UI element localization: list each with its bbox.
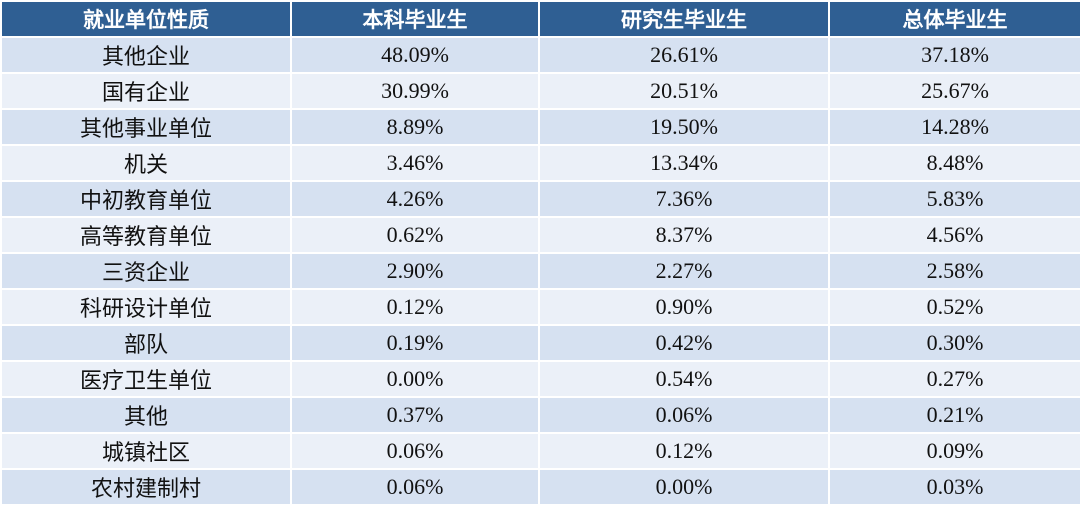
- cell: 0.00%: [538, 468, 830, 506]
- table-body: 其他企业 48.09% 26.61% 37.18% 国有企业 30.99% 20.51% 25…: [0, 36, 1080, 506]
- table-row: 三资企业 2.90% 2.27% 2.58%: [0, 252, 1080, 290]
- row-label: 城镇社区: [0, 432, 292, 470]
- row-label: 中初教育单位: [0, 180, 292, 218]
- cell: 0.09%: [828, 432, 1080, 470]
- cell: 4.56%: [828, 216, 1080, 254]
- table-row: 高等教育单位 0.62% 8.37% 4.56%: [0, 216, 1080, 254]
- row-label: 农村建制村: [0, 468, 292, 506]
- cell: 8.48%: [828, 144, 1080, 182]
- cell: 3.46%: [290, 144, 540, 182]
- table-row: 科研设计单位 0.12% 0.90% 0.52%: [0, 288, 1080, 326]
- table-row: 机关 3.46% 13.34% 8.48%: [0, 144, 1080, 182]
- table-row: 部队 0.19% 0.42% 0.30%: [0, 324, 1080, 362]
- cell: 0.37%: [290, 396, 540, 434]
- cell: 0.06%: [290, 432, 540, 470]
- cell: 0.90%: [538, 288, 830, 326]
- table-row: 其他企业 48.09% 26.61% 37.18%: [0, 36, 1080, 74]
- cell: 4.26%: [290, 180, 540, 218]
- row-label: 机关: [0, 144, 292, 182]
- cell: 2.58%: [828, 252, 1080, 290]
- cell: 0.27%: [828, 360, 1080, 398]
- cell: 0.00%: [290, 360, 540, 398]
- cell: 0.06%: [538, 396, 830, 434]
- cell: 0.03%: [828, 468, 1080, 506]
- cell: 2.90%: [290, 252, 540, 290]
- cell: 0.52%: [828, 288, 1080, 326]
- cell: 0.12%: [290, 288, 540, 326]
- row-label: 其他事业单位: [0, 108, 292, 146]
- cell: 20.51%: [538, 72, 830, 110]
- header-cell: 就业单位性质: [0, 0, 292, 38]
- table-row: 其他事业单位 8.89% 19.50% 14.28%: [0, 108, 1080, 146]
- table-row: 农村建制村 0.06% 0.00% 0.03%: [0, 468, 1080, 506]
- cell: 7.36%: [538, 180, 830, 218]
- cell: 14.28%: [828, 108, 1080, 146]
- cell: 25.67%: [828, 72, 1080, 110]
- cell: 0.06%: [290, 468, 540, 506]
- cell: 0.19%: [290, 324, 540, 362]
- row-label: 部队: [0, 324, 292, 362]
- cell: 5.83%: [828, 180, 1080, 218]
- row-label: 高等教育单位: [0, 216, 292, 254]
- cell: 0.42%: [538, 324, 830, 362]
- cell: 0.21%: [828, 396, 1080, 434]
- table-row: 其他 0.37% 0.06% 0.21%: [0, 396, 1080, 434]
- cell: 0.12%: [538, 432, 830, 470]
- cell: 13.34%: [538, 144, 830, 182]
- row-label: 国有企业: [0, 72, 292, 110]
- header-cell: 本科毕业生: [290, 0, 540, 38]
- cell: 8.89%: [290, 108, 540, 146]
- cell: 26.61%: [538, 36, 830, 74]
- row-label: 其他: [0, 396, 292, 434]
- table-row: 国有企业 30.99% 20.51% 25.67%: [0, 72, 1080, 110]
- cell: 30.99%: [290, 72, 540, 110]
- header-cell: 研究生毕业生: [538, 0, 830, 38]
- cell: 48.09%: [290, 36, 540, 74]
- cell: 0.62%: [290, 216, 540, 254]
- table-row: 中初教育单位 4.26% 7.36% 5.83%: [0, 180, 1080, 218]
- row-label: 三资企业: [0, 252, 292, 290]
- cell: 0.30%: [828, 324, 1080, 362]
- cell: 2.27%: [538, 252, 830, 290]
- row-label: 其他企业: [0, 36, 292, 74]
- row-label: 医疗卫生单位: [0, 360, 292, 398]
- cell: 8.37%: [538, 216, 830, 254]
- header-row: 就业单位性质 本科毕业生 研究生毕业生 总体毕业生: [0, 0, 1080, 38]
- row-label: 科研设计单位: [0, 288, 292, 326]
- cell: 0.54%: [538, 360, 830, 398]
- table-row: 城镇社区 0.06% 0.12% 0.09%: [0, 432, 1080, 470]
- table-row: 医疗卫生单位 0.00% 0.54% 0.27%: [0, 360, 1080, 398]
- cell: 19.50%: [538, 108, 830, 146]
- cell: 37.18%: [828, 36, 1080, 74]
- header-cell: 总体毕业生: [828, 0, 1080, 38]
